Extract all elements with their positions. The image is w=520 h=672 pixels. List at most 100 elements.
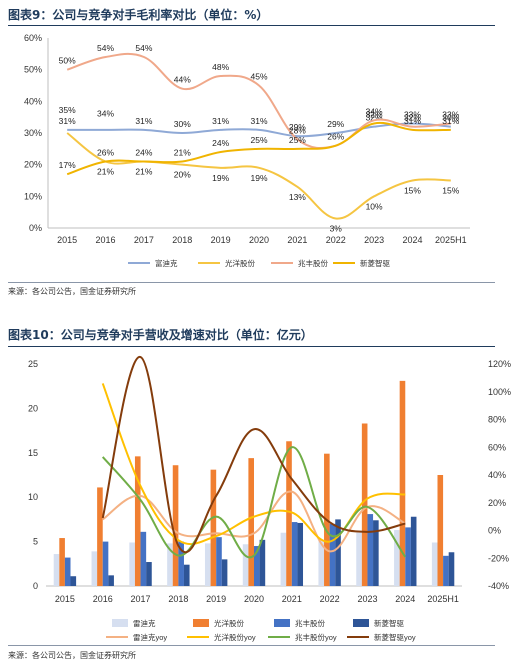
revenue-bar xyxy=(335,519,341,586)
legend-label: 兆丰股份 xyxy=(295,618,325,628)
yoy-line xyxy=(102,490,406,553)
y-tick-label: 20% xyxy=(24,160,42,170)
data-label: 25% xyxy=(250,135,267,145)
legend-label: 新菱智驱 xyxy=(374,618,404,628)
revenue-bar xyxy=(242,544,249,586)
x-tick-label: 2024 xyxy=(402,235,422,245)
revenue-bar xyxy=(361,423,368,586)
data-label: 15% xyxy=(442,186,459,196)
y-tick-label: 10% xyxy=(24,191,42,201)
y-tick-label: 0 xyxy=(33,581,38,591)
x-tick-label: 2019 xyxy=(206,594,226,604)
y2-tick-label: 60% xyxy=(488,442,506,452)
figure9-bottom-rule xyxy=(8,282,495,283)
revenue-bar xyxy=(183,564,190,586)
y-tick-label: 10 xyxy=(28,492,38,502)
revenue-bar xyxy=(248,458,254,586)
y-tick-label: 5 xyxy=(33,537,38,547)
yoy-line xyxy=(101,446,407,559)
legend-label: 雷迪克yoy xyxy=(133,632,167,642)
figure9-source: 来源：各公司公告，国金证券研究所 xyxy=(8,287,136,296)
series-line xyxy=(67,122,451,138)
revenue-bar xyxy=(221,559,228,586)
revenue-bar xyxy=(437,475,444,586)
revenue-bar xyxy=(356,532,362,586)
x-tick-label: 2016 xyxy=(96,235,116,245)
data-label: 13% xyxy=(289,192,306,202)
legend-swatch xyxy=(274,619,290,627)
x-tick-label: 2023 xyxy=(364,235,384,245)
data-label: 48% xyxy=(212,62,229,72)
revenue-bar xyxy=(254,546,260,586)
data-label: 32% xyxy=(366,110,383,120)
data-label: 21% xyxy=(97,167,114,177)
legend-label: 兆丰股份 xyxy=(298,258,328,268)
data-label: 31% xyxy=(250,116,267,126)
data-label: 24% xyxy=(212,138,229,148)
legend-label: 光洋股份yoy xyxy=(214,632,256,642)
margin-line-chart: 0% 10% 20% 30% 40% 50% 60% 2015 2016 2017 2018 2019… xyxy=(24,33,470,268)
revenue-bar xyxy=(102,541,109,586)
x-tick-label: 2021 xyxy=(287,235,307,245)
x-tick-label: 2019 xyxy=(211,235,231,245)
data-label: 17% xyxy=(59,160,76,170)
revenue-bar xyxy=(178,541,184,586)
series-line xyxy=(66,132,451,220)
y-tick-label: 50% xyxy=(24,65,42,75)
revenue-bar xyxy=(443,555,449,586)
data-label: 26% xyxy=(97,148,114,158)
revenue-bar xyxy=(297,522,304,586)
data-label: 28% xyxy=(289,125,306,135)
data-label: 54% xyxy=(97,43,114,53)
data-label: 26% xyxy=(327,132,344,142)
revenue-bar xyxy=(91,551,98,586)
revenue-bar xyxy=(216,537,222,586)
revenue-bar xyxy=(410,516,417,586)
revenue-bar xyxy=(399,380,406,586)
x-tick-label: 2015 xyxy=(57,235,77,245)
data-label: 19% xyxy=(212,173,229,183)
data-label: 15% xyxy=(404,186,421,196)
legend-label: 新菱智驱 xyxy=(360,258,390,268)
data-label: 35% xyxy=(59,105,76,115)
x-tick-label: 2020 xyxy=(249,235,269,245)
x-tick-label: 2017 xyxy=(134,235,154,245)
figure9-top-rule xyxy=(8,25,495,26)
x-tick-label: 2022 xyxy=(326,235,346,245)
data-label: 30% xyxy=(174,119,191,129)
data-label: 33% xyxy=(404,110,421,120)
revenue-bar xyxy=(53,554,60,586)
revenue-bar xyxy=(280,532,287,586)
revenue-bar xyxy=(405,527,411,586)
y2-tick-label: 20% xyxy=(488,498,506,508)
revenue-bar xyxy=(59,538,65,586)
x-tick-label: 2016 xyxy=(93,594,113,604)
legend-label: 光洋股份 xyxy=(225,258,255,268)
revenue-bar xyxy=(167,543,173,586)
data-label: 31% xyxy=(404,116,421,126)
data-label: 54% xyxy=(135,43,152,53)
x-tick-label: 2025H1 xyxy=(427,594,459,604)
revenue-bar xyxy=(291,522,298,586)
data-label: 24% xyxy=(135,148,152,158)
y-tick-label: 60% xyxy=(24,33,42,43)
data-label: 20% xyxy=(174,170,191,180)
y2-tick-label: 0% xyxy=(488,526,501,536)
y2-tick-label: -40% xyxy=(488,581,509,591)
y-tick-label: 15 xyxy=(28,448,38,458)
y-tick-label: 25 xyxy=(28,359,38,369)
data-label: 34% xyxy=(97,108,114,118)
x-tick-label: 2015 xyxy=(55,594,75,604)
x-tick-label: 2018 xyxy=(172,235,192,245)
legend-label: 新菱智驱yoy xyxy=(374,632,416,642)
revenue-bar xyxy=(129,542,135,586)
revenue-bar xyxy=(259,539,266,586)
figure10-title: 图表10：公司与竞争对手营收及增速对比（单位：亿元） xyxy=(8,328,313,342)
x-tick-label: 2017 xyxy=(131,594,151,604)
revenue-bar xyxy=(367,514,374,586)
revenue-bar xyxy=(329,523,336,586)
data-label: 31% xyxy=(442,116,459,126)
y-tick-label: 20 xyxy=(28,403,38,413)
legend-swatch xyxy=(112,619,128,627)
data-label: 21% xyxy=(135,167,152,177)
